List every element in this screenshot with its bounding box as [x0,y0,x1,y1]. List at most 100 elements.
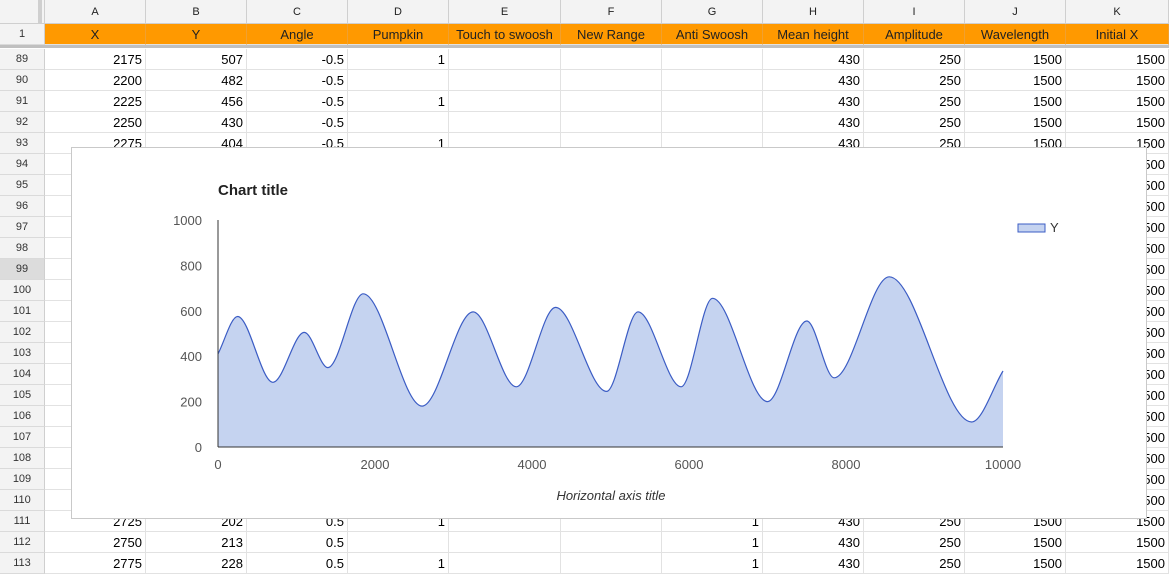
row-header[interactable]: 107 [0,427,45,448]
cell-g92[interactable] [662,112,763,133]
row-header[interactable]: 106 [0,406,45,427]
cell-i92[interactable]: 250 [864,112,965,133]
row-header[interactable]: 100 [0,280,45,301]
cell-h91[interactable]: 430 [763,91,864,112]
cell-g89[interactable] [662,49,763,70]
header-cell-h[interactable]: Mean height [763,24,864,45]
header-cell-k[interactable]: Initial X [1066,24,1169,45]
row-header[interactable]: 94 [0,154,45,175]
cell-a91[interactable]: 2225 [45,91,146,112]
header-cell-a[interactable]: X [45,24,146,45]
row-header[interactable]: 109 [0,469,45,490]
row-header[interactable]: 101 [0,301,45,322]
cell-h113[interactable]: 430 [763,553,864,574]
cell-b112[interactable]: 213 [146,532,247,553]
row-header[interactable]: 99 [0,259,45,280]
row-header[interactable]: 96 [0,196,45,217]
column-header-i[interactable]: I [864,0,965,24]
row-header[interactable]: 98 [0,238,45,259]
cell-g90[interactable] [662,70,763,91]
header-cell-c[interactable]: Angle [247,24,348,45]
header-cell-i[interactable]: Amplitude [864,24,965,45]
row-header[interactable]: 102 [0,322,45,343]
cell-e90[interactable] [449,70,561,91]
cell-k113[interactable]: 1500 [1066,553,1169,574]
row-header[interactable]: 111 [0,511,45,532]
cell-f89[interactable] [561,49,662,70]
cell-f91[interactable] [561,91,662,112]
column-header-d[interactable]: D [348,0,449,24]
column-header-a[interactable]: A [45,0,146,24]
row-header[interactable]: 89 [0,49,45,70]
row-header[interactable]: 103 [0,343,45,364]
column-header-j[interactable]: J [965,0,1066,24]
cell-h112[interactable]: 430 [763,532,864,553]
row-header[interactable]: 112 [0,532,45,553]
frozen-row-divider[interactable] [0,45,1169,48]
header-cell-g[interactable]: Anti Swoosh [662,24,763,45]
header-cell-d[interactable]: Pumpkin [348,24,449,45]
cell-c89[interactable]: -0.5 [247,49,348,70]
cell-d111[interactable]: 1 [348,511,449,532]
cell-k90[interactable]: 1500 [1066,70,1169,91]
row-header[interactable]: 113 [0,553,45,574]
cell-g91[interactable] [662,91,763,112]
cell-j113[interactable]: 1500 [965,553,1066,574]
cell-i90[interactable]: 250 [864,70,965,91]
row-header[interactable]: 91 [0,91,45,112]
cell-j90[interactable]: 1500 [965,70,1066,91]
cell-a90[interactable]: 2200 [45,70,146,91]
cell-e92[interactable] [449,112,561,133]
header-cell-b[interactable]: Y [146,24,247,45]
cell-f90[interactable] [561,70,662,91]
row-header[interactable]: 97 [0,217,45,238]
header-cell-e[interactable]: Touch to swoosh [449,24,561,45]
cell-k112[interactable]: 1500 [1066,532,1169,553]
row-header[interactable]: 90 [0,70,45,91]
cell-i89[interactable]: 250 [864,49,965,70]
column-header-h[interactable]: H [763,0,864,24]
cell-b113[interactable]: 228 [146,553,247,574]
cell-d90[interactable] [348,70,449,91]
cell-a89[interactable]: 2175 [45,49,146,70]
cell-f113[interactable] [561,553,662,574]
cell-h89[interactable]: 430 [763,49,864,70]
row-header[interactable]: 92 [0,112,45,133]
column-header-e[interactable]: E [449,0,561,24]
cell-b91[interactable]: 456 [146,91,247,112]
header-cell-j[interactable]: Wavelength [965,24,1066,45]
column-header-k[interactable]: K [1066,0,1169,24]
cell-c91[interactable]: -0.5 [247,91,348,112]
cell-a92[interactable]: 2250 [45,112,146,133]
cell-j91[interactable]: 1500 [965,91,1066,112]
row-header[interactable]: 95 [0,175,45,196]
cell-c92[interactable]: -0.5 [247,112,348,133]
embedded-chart[interactable]: Chart title 0 200 400 600 800 1000 0 2000 4000 6… [71,147,1147,519]
cell-j89[interactable]: 1500 [965,49,1066,70]
row-header[interactable]: 1 [0,24,45,45]
cell-d92[interactable] [348,112,449,133]
row-header[interactable]: 105 [0,385,45,406]
cell-b90[interactable]: 482 [146,70,247,91]
cell-f111[interactable] [561,511,662,532]
cell-i112[interactable]: 250 [864,532,965,553]
cell-d91[interactable]: 1 [348,91,449,112]
cell-g111[interactable]: 1 [662,511,763,532]
cell-c112[interactable]: 0.5 [247,532,348,553]
header-cell-f[interactable]: New Range [561,24,662,45]
cell-b92[interactable]: 430 [146,112,247,133]
column-header-c[interactable]: C [247,0,348,24]
cell-e111[interactable] [449,511,561,532]
cell-g112[interactable]: 1 [662,532,763,553]
column-header-g[interactable]: G [662,0,763,24]
cell-c113[interactable]: 0.5 [247,553,348,574]
row-header[interactable]: 93 [0,133,45,154]
cell-a112[interactable]: 2750 [45,532,146,553]
cell-j112[interactable]: 1500 [965,532,1066,553]
row-header[interactable]: 108 [0,448,45,469]
cell-h90[interactable]: 430 [763,70,864,91]
cell-b89[interactable]: 507 [146,49,247,70]
cell-f92[interactable] [561,112,662,133]
cell-i91[interactable]: 250 [864,91,965,112]
column-header-f[interactable]: F [561,0,662,24]
